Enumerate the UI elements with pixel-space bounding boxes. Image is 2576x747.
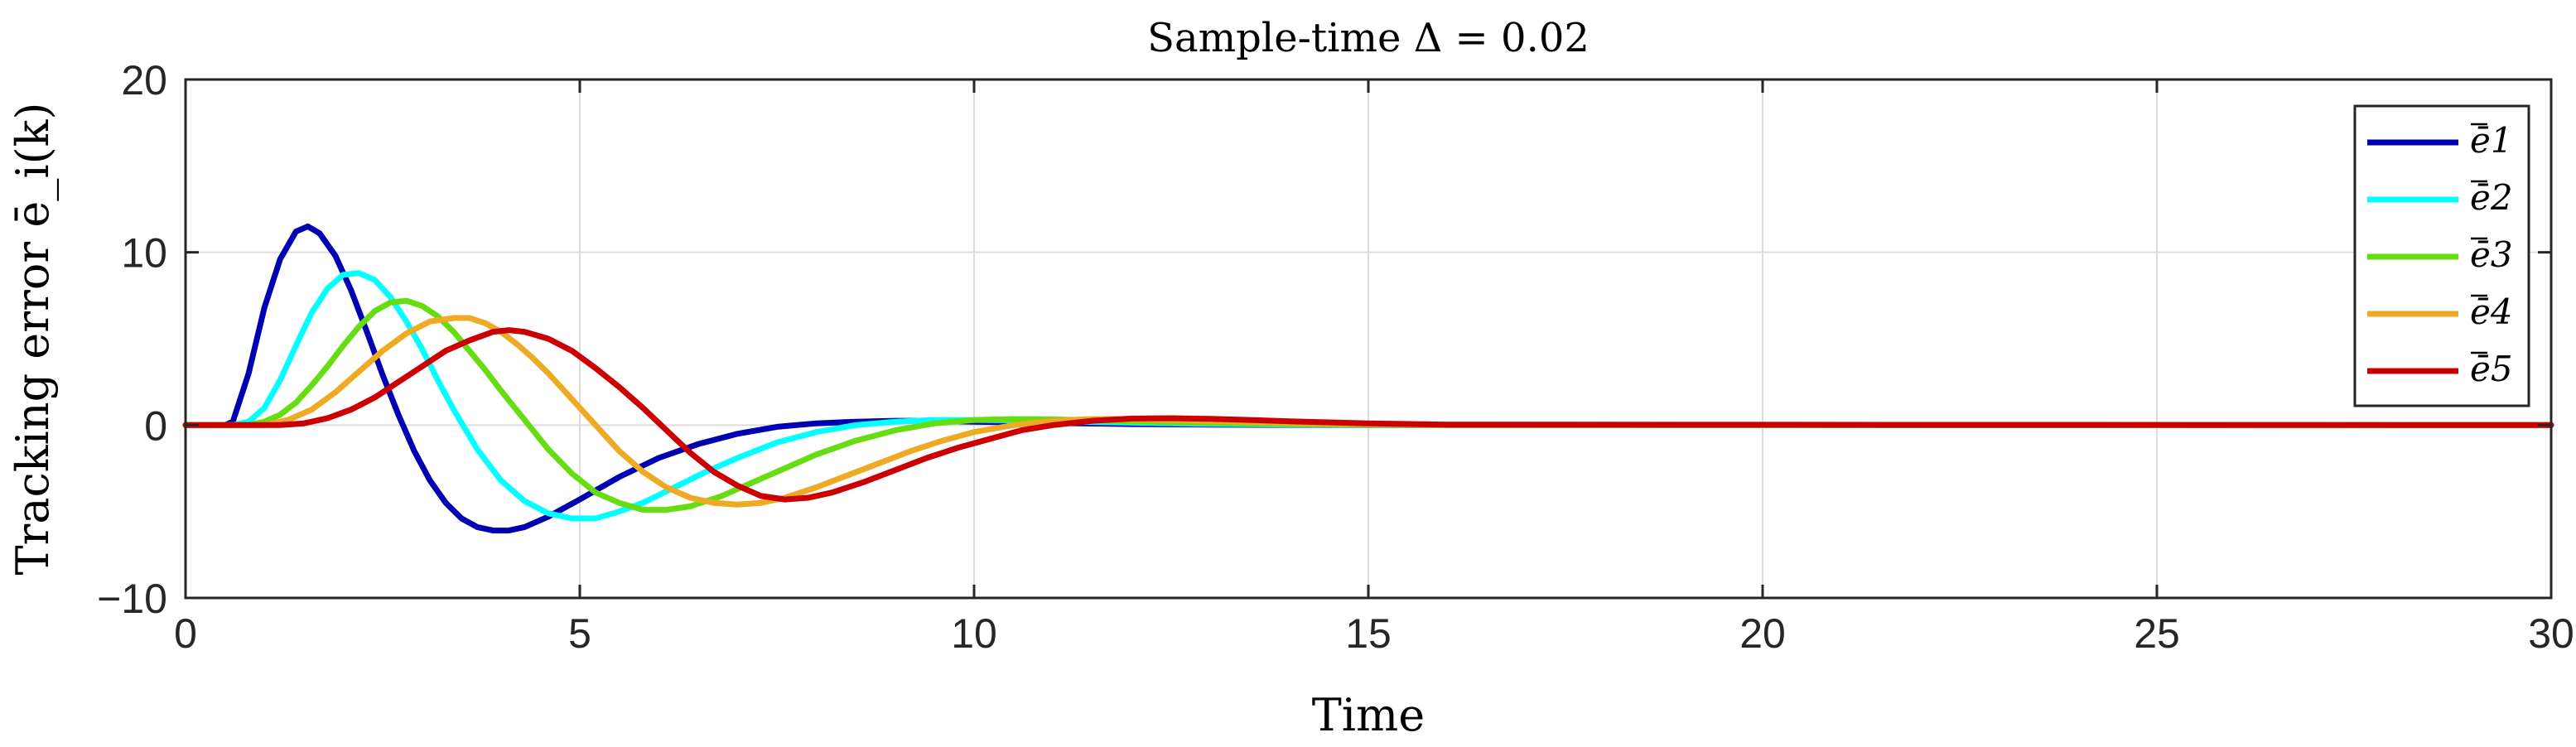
y-tick-label: 10 <box>121 230 167 277</box>
x-tick-label: 0 <box>174 610 197 657</box>
legend-label-3: ē3 <box>2470 234 2513 275</box>
legend-label-1: ē1 <box>2470 120 2513 161</box>
y-tick-label: −10 <box>97 576 167 622</box>
chart-title: Sample-time Δ = 0.02 <box>1147 15 1589 61</box>
x-tick-label: 20 <box>1739 610 1786 657</box>
x-tick-label: 10 <box>951 610 997 657</box>
x-tick-label: 5 <box>568 610 591 657</box>
legend-label-5: ē5 <box>2470 349 2513 389</box>
x-axis-label: Time <box>1312 689 1425 741</box>
x-tick-label: 15 <box>1345 610 1392 657</box>
x-tick-label: 25 <box>2134 610 2180 657</box>
y-tick-label: 20 <box>121 57 167 104</box>
legend-label-4: ē4 <box>2470 292 2513 332</box>
x-tick-label: 30 <box>2528 610 2574 657</box>
y-axis-label: Tracking error ē_i(k) <box>7 103 59 576</box>
y-tick-label: 0 <box>144 402 167 449</box>
series-line-5 <box>182 327 2554 503</box>
legend-label-2: ē2 <box>2470 177 2513 218</box>
series-group <box>182 223 2554 534</box>
legend: ē1 ē2 ē3 ē4 ē5 <box>2353 104 2530 407</box>
